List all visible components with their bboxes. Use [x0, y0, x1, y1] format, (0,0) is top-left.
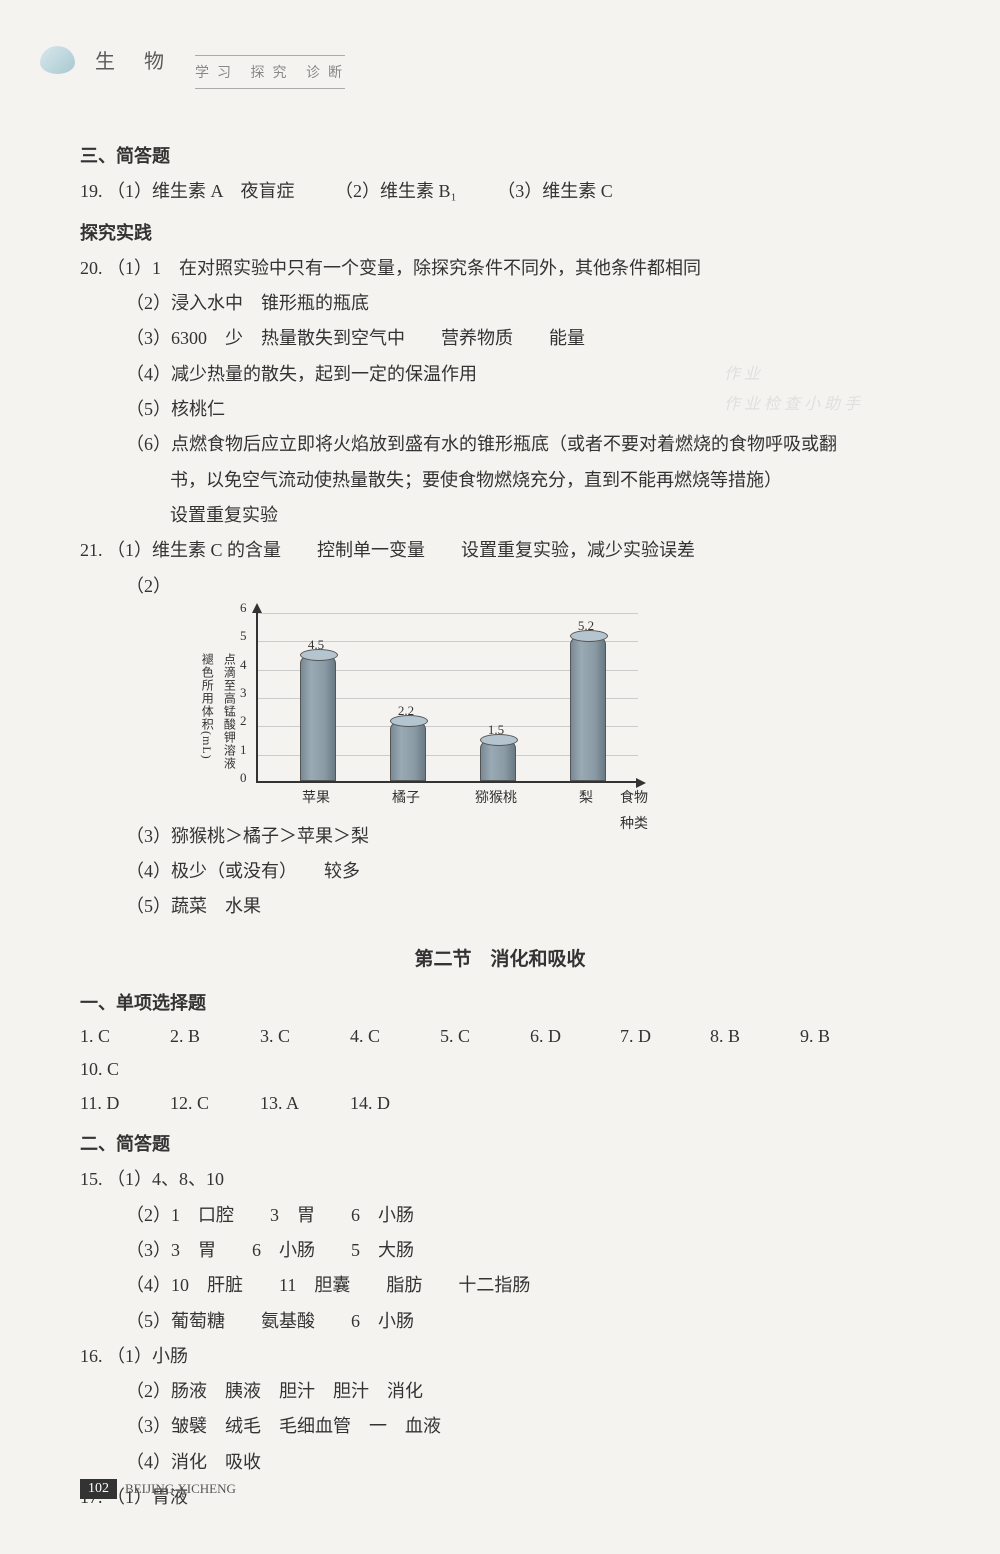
q20-p3: （3）6300 少 热量散失到空气中 营养物质 能量: [80, 322, 920, 355]
q16-p3: （3）皱襞 绒毛 毛细血管 一 血液: [80, 1410, 920, 1443]
q15-p4: （4）10 肝脏 11 胆囊 脂肪 十二指肠: [80, 1269, 920, 1302]
chart-bar: [570, 634, 606, 781]
q21-p4: （4）极少（或没有） 较多: [80, 855, 920, 888]
chart-bar: [390, 719, 426, 781]
mc-answer: 13. A: [260, 1087, 350, 1120]
chart-bar-value: 1.5: [488, 718, 504, 742]
chart-xaxis-label: 食物种类: [620, 786, 660, 838]
mc-answer: 5. C: [440, 1020, 530, 1053]
q16-p2: （2）肠液 胰液 胆汁 胆汁 消化: [80, 1375, 920, 1408]
q20-p6b: 书，以免空气流动使热量散失；要使食物燃烧充分，直到不能再燃烧等措施）: [80, 464, 920, 497]
q20-p6c: 设置重复实验: [80, 499, 920, 532]
chart-xtick: 橘子: [392, 786, 420, 812]
mc-answer: 1. C: [80, 1020, 170, 1053]
mc-answer: 4. C: [350, 1020, 440, 1053]
footer-text: BEIJING XICHENG: [125, 1481, 236, 1497]
subtitle-block: 学习 探究 诊断: [195, 55, 350, 89]
q20-line1: 20. （1）1 在对照实验中只有一个变量，除探究条件不同外，其他条件都相同: [80, 252, 920, 285]
q19-p1: （1）维生素 A 夜盲症: [107, 181, 295, 201]
q15-p2: （2）1 口腔 3 胃 6 小肠: [80, 1199, 920, 1232]
chart-ytick: 2: [240, 709, 247, 733]
mc-answer: 6. D: [530, 1020, 620, 1053]
chart-ytick: 0: [240, 766, 247, 790]
heading-tanjiu: 探究实践: [80, 217, 920, 250]
q16-p4: （4）消化 吸收: [80, 1446, 920, 1479]
mc-answer: 3. C: [260, 1020, 350, 1053]
chart-yaxis-label: 点滴至高锰酸钾溶液褪色所用体积(mL): [196, 653, 240, 770]
q15-prefix: 15.: [80, 1169, 103, 1189]
chart-bar: [480, 738, 516, 781]
q19-prefix: 19.: [80, 181, 103, 201]
q20-p6a: （6）点燃食物后应立即将火焰放到盛有水的锥形瓶底（或者不要对着燃烧的食物呼吸或翻: [80, 428, 920, 461]
section2-title: 第二节 消化和吸收: [80, 942, 920, 977]
mc-answer: 9. B: [800, 1020, 890, 1053]
chart-bar-value: 5.2: [578, 614, 594, 638]
mc-row-1: 1. C2. B3. C4. C5. C6. D7. D8. B9. B 10. …: [80, 1020, 920, 1087]
q21-p3: （3）猕猴桃＞橘子＞苹果＞梨: [80, 820, 920, 853]
q21-p2-label: （2）: [80, 570, 920, 603]
chart-ytick: 5: [240, 624, 247, 648]
q19-p2: （2）维生素 B₁: [335, 181, 457, 201]
mc-answer: 14. D: [350, 1087, 440, 1120]
chart-ytick: 4: [240, 652, 247, 676]
q16-p1: （1）小肠: [107, 1346, 188, 1366]
q21-p1: （1）维生素 C 的含量 控制单一变量 设置重复实验，减少实验误差: [107, 540, 695, 560]
q15-p5: （5）葡萄糖 氨基酸 6 小肠: [80, 1305, 920, 1338]
q15-line1: 15. （1）4、8、10: [80, 1163, 920, 1196]
q21-p5: （5）蔬菜 水果: [80, 890, 920, 923]
chart-ytick: 1: [240, 737, 247, 761]
q16-line1: 16. （1）小肠: [80, 1340, 920, 1373]
heading-1: 一、单项选择题: [80, 987, 920, 1020]
logo-text: 生 物: [95, 45, 176, 74]
q19-line: 19. （1）维生素 A 夜盲症 （2）维生素 B₁ （3）维生素 C: [80, 175, 920, 208]
bar-chart: 点滴至高锰酸钾溶液褪色所用体积(mL) 食物种类 01234564.5苹果2.2…: [220, 608, 660, 818]
mc-answer: 12. C: [170, 1087, 260, 1120]
q20-p4: （4）减少热量的散失，起到一定的保温作用: [80, 358, 920, 391]
q20-p1: （1）1 在对照实验中只有一个变量，除探究条件不同外，其他条件都相同: [107, 258, 701, 278]
header-logo: 生 物: [40, 45, 176, 74]
mc-answer: 8. B: [710, 1020, 800, 1053]
page-number: 102: [80, 1479, 117, 1499]
mc-answer: 11. D: [80, 1087, 170, 1120]
q21-line1: 21. （1）维生素 C 的含量 控制单一变量 设置重复实验，减少实验误差: [80, 534, 920, 567]
q20-prefix: 20.: [80, 258, 103, 278]
q15-p1: （1）4、8、10: [107, 1169, 224, 1189]
subtitle-text: 学习 探究 诊断: [195, 62, 350, 82]
chart-ytick: 6: [240, 596, 247, 620]
mc-answer: 10. C: [80, 1053, 170, 1086]
wave-icon: [40, 46, 75, 74]
q15-p3: （3）3 胃 6 小肠 5 大肠: [80, 1234, 920, 1267]
chart-bar: [300, 653, 336, 781]
mc-answer: 7. D: [620, 1020, 710, 1053]
chart-bar-value: 2.2: [398, 699, 414, 723]
main-content: 三、简答题 19. （1）维生素 A 夜盲症 （2）维生素 B₁ （3）维生素 …: [80, 140, 920, 1514]
chart-xtick: 苹果: [302, 786, 330, 812]
q16-prefix: 16.: [80, 1346, 103, 1366]
chart-ytick: 3: [240, 681, 247, 705]
q21-prefix: 21.: [80, 540, 103, 560]
heading-2: 二、简答题: [80, 1128, 920, 1161]
page-footer: 102 BEIJING XICHENG: [80, 1479, 236, 1499]
q20-p5: （5）核桃仁: [80, 393, 920, 426]
q19-p3: （3）维生素 C: [497, 181, 613, 201]
mc-row-2: 11. D12. C13. A14. D: [80, 1087, 920, 1120]
chart-bar-value: 4.5: [308, 633, 324, 657]
chart-xtick: 梨: [579, 786, 593, 812]
y-axis-arrow-icon: [252, 603, 262, 613]
mc-answer: 2. B: [170, 1020, 260, 1053]
chart-xtick: 猕猴桃: [475, 786, 517, 812]
heading-3: 三、简答题: [80, 140, 920, 173]
q20-p2: （2）浸入水中 锥形瓶的瓶底: [80, 287, 920, 320]
